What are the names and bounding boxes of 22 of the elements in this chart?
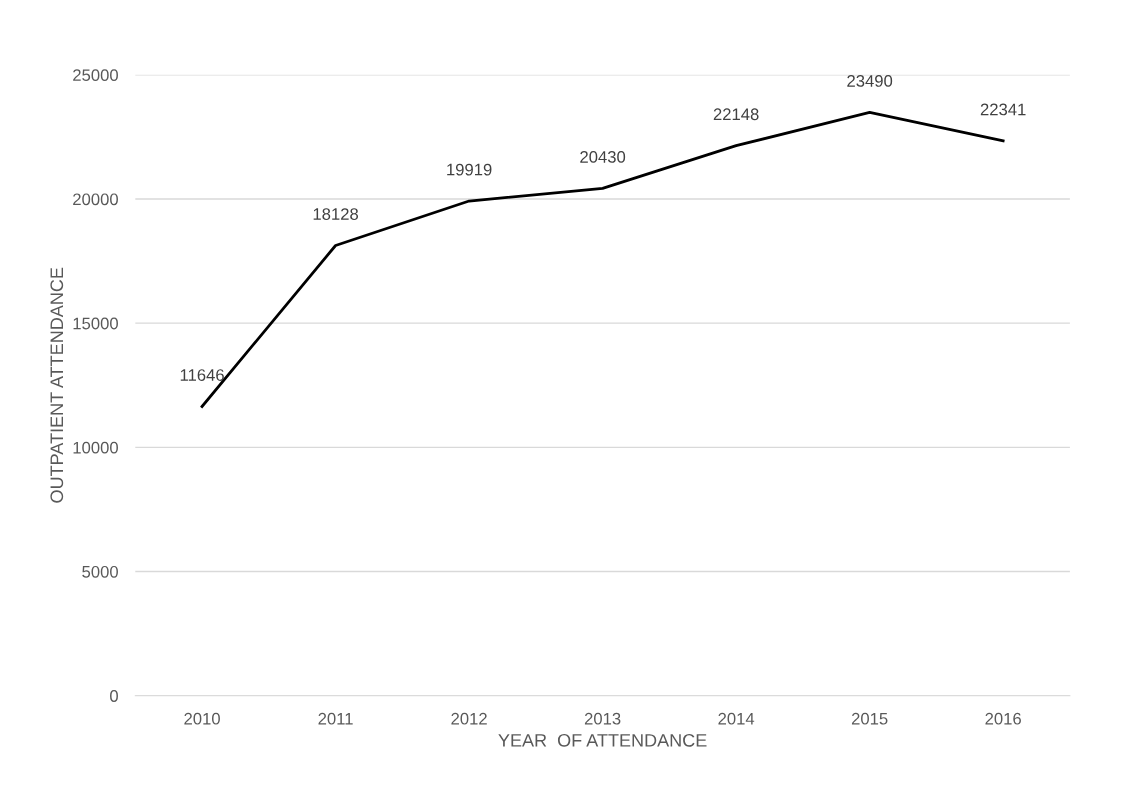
data-label: 22341	[980, 103, 1026, 116]
x-tick-label: 2013	[584, 712, 621, 725]
data-label: 19919	[447, 163, 492, 176]
data-label: 22148	[713, 108, 759, 121]
data-label: 23490	[847, 75, 893, 87]
y-tick-label: 10000	[73, 441, 118, 454]
y-tick-label: 25000	[73, 69, 118, 82]
y-tick-label: 0	[110, 690, 118, 702]
y-tick-label: 5000	[82, 565, 118, 578]
y-tick-label: 15000	[73, 317, 118, 330]
x-tick-label: 2012	[451, 712, 487, 725]
x-tick-label: 2015	[851, 712, 888, 725]
x-axis-title: YEAR OF ATTENDANCE	[498, 733, 707, 747]
data-label: 20430	[580, 151, 626, 163]
data-label: 18128	[313, 208, 359, 220]
y-axis-title: OUTPATIENT ATTENDANCE	[50, 267, 64, 503]
x-tick-label: 2016	[985, 712, 1021, 725]
x-tick-label: 2010	[184, 712, 220, 725]
x-tick-label: 2014	[718, 712, 755, 725]
data-label: 11646	[180, 369, 224, 381]
y-tick-label: 20000	[73, 193, 118, 206]
x-tick-label: 2011	[318, 712, 353, 725]
